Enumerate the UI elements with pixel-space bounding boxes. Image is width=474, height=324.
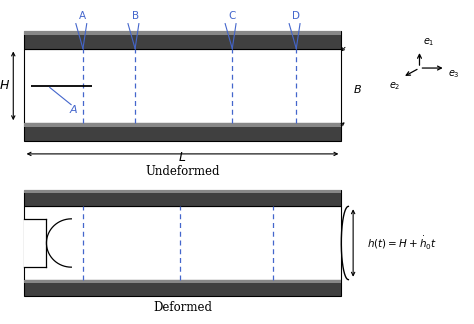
Text: $e_3$: $e_3$ xyxy=(448,69,460,80)
Text: H: H xyxy=(0,79,9,92)
Text: B: B xyxy=(131,11,139,21)
Bar xyxy=(24,123,341,127)
Text: A: A xyxy=(79,11,87,21)
Bar xyxy=(24,123,341,141)
Bar xyxy=(24,190,341,206)
Text: $h(t) = H + \dot{h}_0 t$: $h(t) = H + \dot{h}_0 t$ xyxy=(367,235,438,251)
Bar xyxy=(24,280,341,283)
Text: C: C xyxy=(228,11,236,21)
Bar xyxy=(24,219,46,267)
Text: $B$: $B$ xyxy=(353,83,362,95)
Text: $e_1$: $e_1$ xyxy=(423,36,435,48)
Bar xyxy=(24,280,341,296)
Text: $A$: $A$ xyxy=(69,102,78,115)
Text: Deformed: Deformed xyxy=(153,301,212,314)
Bar xyxy=(24,49,341,123)
Text: $e_2$: $e_2$ xyxy=(389,80,400,92)
Bar xyxy=(24,190,341,193)
Bar xyxy=(24,206,341,280)
Text: Undeformed: Undeformed xyxy=(145,165,220,178)
Bar xyxy=(24,31,341,35)
Bar xyxy=(24,31,341,49)
Text: L: L xyxy=(179,151,186,164)
Text: D: D xyxy=(292,11,300,21)
